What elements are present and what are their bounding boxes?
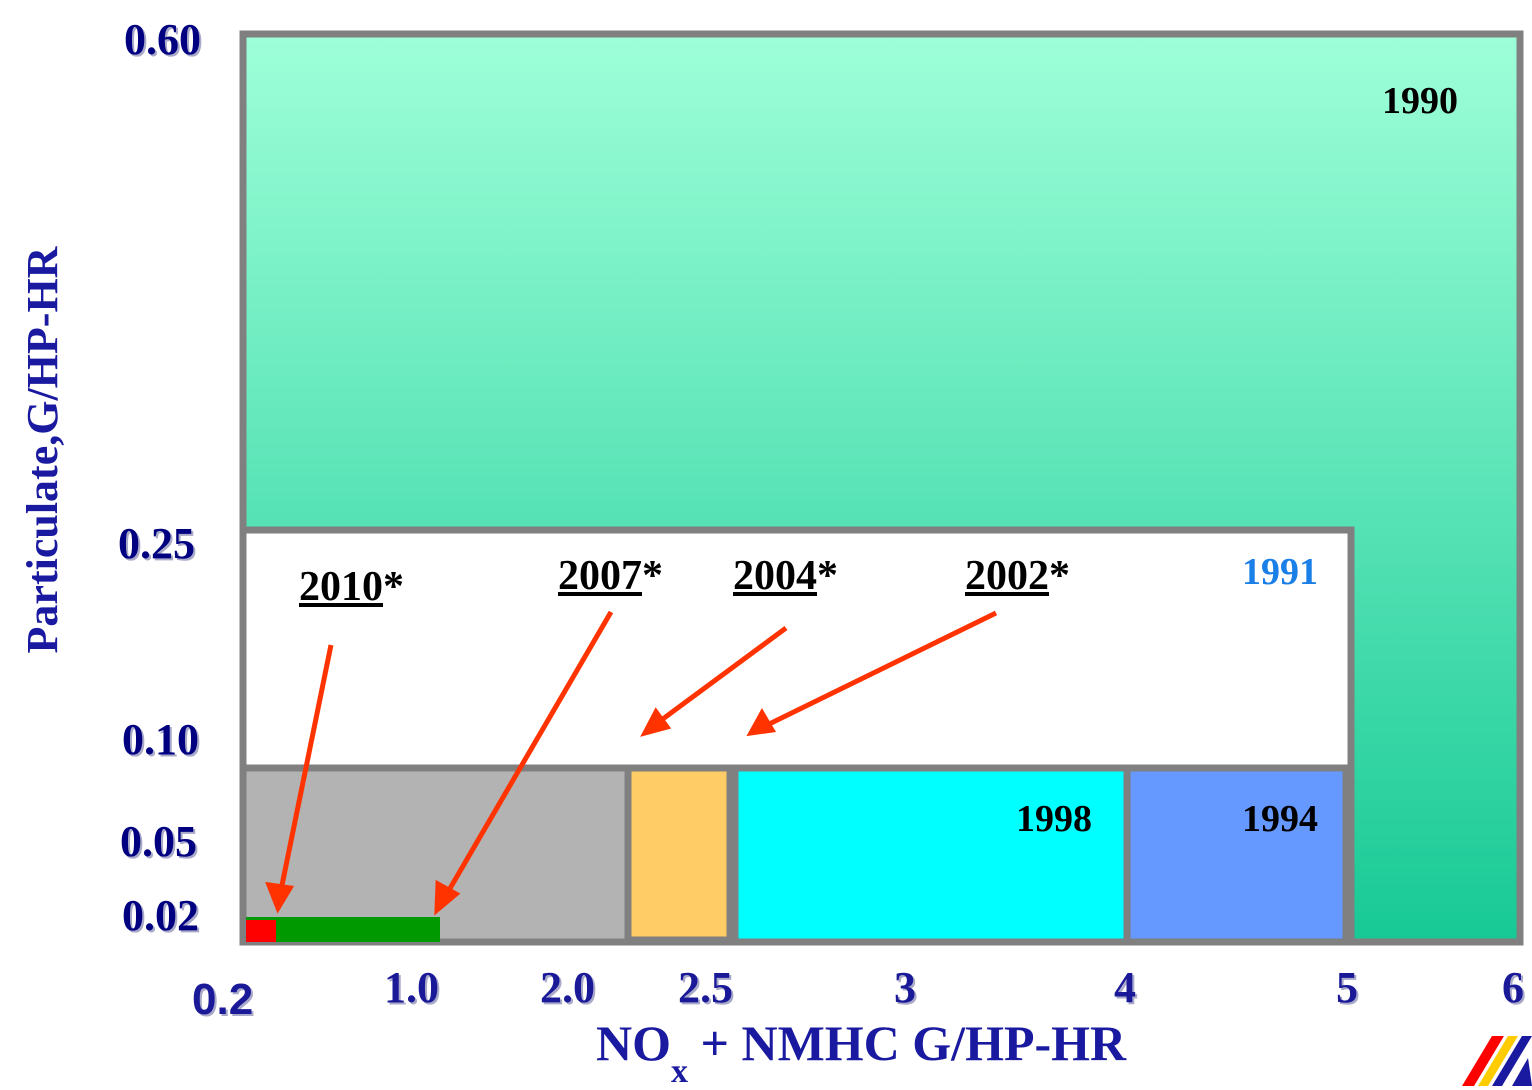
arrow-2002-head — [746, 707, 777, 737]
y-tick-label: 0.60 — [124, 15, 201, 64]
label-2002-year: 2002 — [965, 553, 1049, 599]
label-1994: 1994 — [1242, 798, 1318, 840]
y-axis-title: Particulate,G/HP-HR — [18, 246, 67, 654]
label-2007-year: 2007 — [558, 553, 642, 599]
arrow-2007-head — [434, 879, 461, 916]
label-1990: 1990 — [1382, 80, 1458, 122]
label-1991: 1991 — [1242, 551, 1318, 593]
label-2004: 2004* — [733, 555, 838, 597]
arrow-2010-head — [265, 881, 295, 914]
x-tick-label: 4 — [1114, 963, 1136, 1012]
logo-triangle — [1512, 1058, 1532, 1086]
x-tick-label: 6 — [1502, 963, 1524, 1012]
y-tick-label: 0.10 — [122, 715, 199, 764]
arrow-2002 — [761, 610, 998, 730]
region-1994 — [1123, 764, 1350, 946]
label-2010-year: 2010 — [299, 564, 383, 610]
label-2007: 2007* — [558, 555, 663, 597]
x-tick-label: 5 — [1336, 963, 1358, 1012]
arrow-2007 — [442, 610, 614, 899]
label-2002: 2002* — [965, 555, 1070, 597]
arrow-2010 — [277, 644, 334, 896]
label-2004-year: 2004 — [733, 553, 817, 599]
x-axis-title-main: NO — [596, 1015, 671, 1071]
logo-stripe-blue — [1492, 1036, 1532, 1086]
region-2002-2004 — [624, 764, 734, 944]
y-tick-label: 0.25 — [118, 519, 195, 568]
x-tick-label: 1.0 — [384, 963, 439, 1012]
logo-stripe-yellow — [1478, 1036, 1518, 1086]
label-2007-asterisk: * — [642, 553, 663, 599]
logo-stripe-red — [1462, 1036, 1504, 1086]
label-2010-asterisk: * — [383, 564, 404, 610]
arrow-2004 — [654, 625, 788, 727]
region-2010 — [246, 920, 276, 942]
corner-logo — [1462, 1036, 1532, 1086]
arrow-2004-head — [640, 707, 672, 737]
y-tick-label: 0.05 — [120, 817, 197, 866]
x-tick-label: 2.5 — [678, 963, 733, 1012]
x-axis-title-rest: + NMHC G/HP-HR — [688, 1015, 1127, 1071]
label-2002-asterisk: * — [1049, 553, 1070, 599]
region-2007 — [246, 917, 440, 942]
arrows — [265, 610, 998, 916]
x-tick-label: 0.2 — [192, 975, 254, 1024]
region-1998 — [731, 764, 1131, 946]
y-tick-label: 0.02 — [122, 891, 199, 940]
x-tick-label: 3 — [894, 963, 916, 1012]
label-2010: 2010* — [299, 566, 404, 608]
label-2004-asterisk: * — [817, 553, 838, 599]
x-axis-title-sub: x — [671, 1053, 688, 1090]
label-1998: 1998 — [1016, 798, 1092, 840]
x-axis-title: NOx + NMHC G/HP-HR — [596, 1015, 1127, 1089]
x-tick-label: 2.0 — [540, 963, 595, 1012]
